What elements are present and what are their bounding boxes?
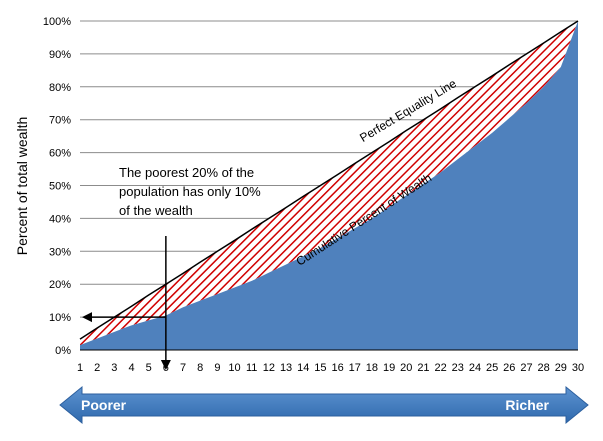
poorer-richer-arrow: Poorer Richer [60,387,588,423]
y-tick-label: 80% [49,82,71,94]
x-tick-label: 2 [94,362,100,374]
x-tick-label: 18 [366,362,378,374]
richer-label: Richer [505,397,549,413]
x-tick-label: 28 [538,362,550,374]
x-tick-label: 16 [331,362,343,374]
x-tick-label: 27 [520,362,532,374]
x-tick-label: 15 [314,362,326,374]
y-tick-label: 50% [49,181,71,193]
annotation-text: The poorest 20% of the population has on… [119,165,261,218]
x-tick-label: 22 [434,362,446,374]
x-tick-label: 14 [297,362,309,374]
x-tick-label: 12 [263,362,275,374]
x-tick-label: 4 [128,362,134,374]
y-tick-label: 60% [49,148,71,160]
y-tick-label: 70% [49,115,71,127]
x-tick-label: 11 [246,362,257,374]
x-tick-label: 20 [400,362,412,374]
x-tick-label: 17 [349,362,361,374]
x-tick-label: 7 [180,362,186,374]
annotation-line-2: population has only 10% [119,184,261,199]
x-tick-label: 1 [77,362,83,374]
x-tick-label: 10 [228,362,240,374]
poorer-label: Poorer [81,397,127,413]
y-tick-label: 90% [49,49,71,61]
x-tick-label: 8 [197,362,203,374]
x-tick-label: 24 [469,362,481,374]
x-tick-label: 3 [111,362,117,374]
x-tick-label: 13 [280,362,292,374]
x-tick-label: 9 [214,362,220,374]
y-tick-label: 30% [49,246,71,258]
x-tick-label: 5 [146,362,152,374]
x-tick-label: 30 [572,362,584,374]
y-axis-tick-labels: 0% 10% 20% 30% 40% 50% 60% 70% 80% 90% 100% [43,16,71,357]
y-tick-label: 10% [49,312,71,324]
annotation-line-1: The poorest 20% of the [119,165,254,180]
x-tick-label: 26 [503,362,515,374]
x-tick-label: 29 [555,362,567,374]
y-tick-label: 20% [49,279,71,291]
x-tick-label: 19 [383,362,395,374]
y-tick-label: 0% [55,345,71,357]
x-tick-label: 23 [452,362,464,374]
left-arrow-head [82,312,92,322]
x-tick-label: 21 [417,362,429,374]
y-tick-label: 40% [49,213,71,225]
y-tick-label: 100% [43,16,71,28]
x-axis-tick-labels: 1234567891011121314151617181920212223242… [77,362,584,374]
x-tick-label: 25 [486,362,498,374]
annotation-line-3: of the wealth [119,203,193,218]
y-axis-label: Percent of total wealth [14,117,30,256]
